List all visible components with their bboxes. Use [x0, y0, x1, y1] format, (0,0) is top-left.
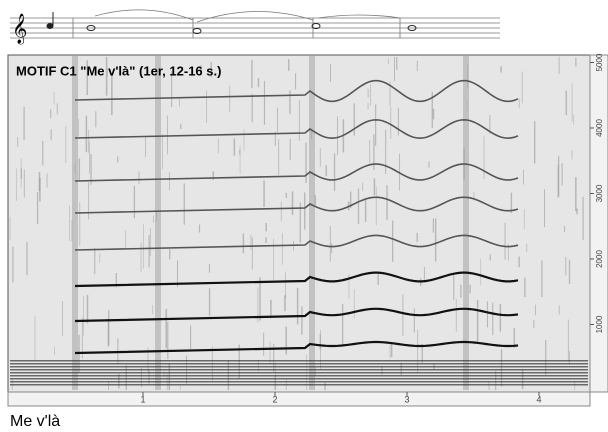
low-band [10, 372, 588, 374]
low-band [10, 360, 588, 362]
music-staff [10, 9, 500, 39]
y-tick-label: 5000 [595, 53, 604, 71]
y-tick-label: 1000 [595, 315, 604, 333]
onset [72, 56, 78, 390]
onset [463, 56, 469, 390]
y-tick-label: 2000 [595, 250, 604, 268]
axes: 1 2 3 4 1000 2000 3000 4000 5000 [140, 53, 604, 404]
notes [46, 12, 417, 34]
x-tick-label: 2 [272, 394, 277, 404]
x-tick-label: 1 [140, 394, 145, 404]
clef: 𝄞 [12, 13, 27, 45]
harmonic [74, 271, 519, 288]
onset [155, 56, 161, 390]
y-tick-label: 3000 [595, 184, 604, 202]
harmonic [74, 234, 519, 251]
low-band [10, 363, 588, 365]
figure-title: MOTIF C1 "Me v'là" (1er, 12-16 s.) [16, 63, 221, 78]
spectrogram-texture [9, 56, 588, 390]
harmonic [74, 163, 519, 182]
low-band [10, 366, 588, 368]
low-band [10, 375, 588, 377]
harmonic [74, 119, 519, 139]
x-axis-strip [7, 391, 591, 407]
harmonic [74, 196, 519, 214]
harmonic [74, 79, 519, 103]
x-tick-label: 4 [536, 394, 541, 404]
caption: Me v'là [10, 413, 60, 430]
low-band [10, 381, 588, 383]
harmonic [74, 340, 519, 355]
y-tick-label: 4000 [595, 119, 604, 137]
onset [309, 56, 315, 390]
low-band [10, 384, 588, 386]
y-axis-strip [589, 54, 608, 393]
low-band [10, 369, 588, 371]
harmonic [74, 307, 519, 323]
x-tick-label: 3 [404, 394, 409, 404]
low-band [10, 378, 588, 380]
